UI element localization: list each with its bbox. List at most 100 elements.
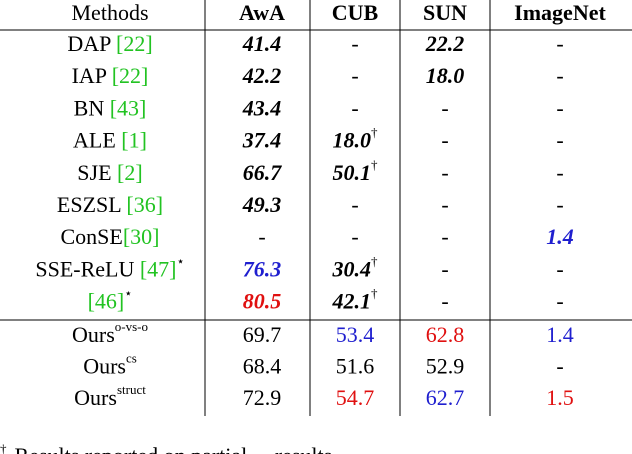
value-cell: - [556,95,563,120]
value-cell: - [556,256,563,281]
value-cell: 1.4 [546,224,574,249]
value: 66.7 [243,160,283,185]
value-cell: - [441,128,448,153]
superscript: cs [126,350,137,365]
citation: [22] [116,31,153,56]
value: 41.4 [242,31,282,56]
value: - [556,192,563,217]
value-cell: - [441,95,448,120]
value: - [556,95,563,120]
value: 18.0 [333,128,372,153]
value: 62.8 [426,322,465,347]
method-name: ConSE [60,224,122,249]
value-cell: - [351,63,358,88]
value-cell: 18.0† [333,125,379,153]
value-cell: - [441,224,448,249]
value: 62.7 [426,385,465,410]
method-name: Ours [74,385,117,410]
value: 50.1 [333,160,372,185]
value-cell: 37.4 [242,128,282,153]
value: - [351,31,358,56]
value: 1.5 [546,385,574,410]
method-cell: BN [43] [74,95,147,120]
method-name: Ours [83,354,126,379]
value-cell: - [556,192,563,217]
value: - [441,128,448,153]
value-cell: - [441,192,448,217]
value: 43.4 [242,95,282,120]
value-cell: 66.7 [243,160,283,185]
superscript: o-vs-o [115,319,148,334]
value-cell: - [258,224,265,249]
footnote-text: Results reported on partial ... results [15,443,333,454]
value: - [556,354,563,379]
value: 54.7 [336,385,375,410]
footnote: † Results reported on partial ... results [0,441,332,454]
value-cell: 42.2 [242,63,282,88]
value: - [556,160,563,185]
value-cell: 62.7 [426,385,465,410]
value-cell: 76.3 [243,256,282,281]
value-cell: 30.4† [332,253,379,281]
value: 69.7 [243,322,282,347]
value: 37.4 [242,128,282,153]
dagger: † [371,253,378,268]
method-name: ALE [73,128,121,153]
method-name: SJE [77,160,117,185]
value: 42.2 [242,63,282,88]
value-cell: 18.0 [426,63,465,88]
superscript: ⋆ [124,286,132,301]
method-cell: ConSE[30] [60,224,159,249]
value-cell: 68.4 [243,354,282,379]
value-cell: - [351,192,358,217]
column-header: Methods [72,0,149,25]
value-cell: 62.8 [426,322,465,347]
value-cell: - [351,95,358,120]
method-name: DAP [67,31,116,56]
citation: [2] [117,160,143,185]
value-cell: 41.4 [242,31,282,56]
column-header: SUN [423,0,467,25]
column-header: CUB [332,0,379,25]
method-cell: Ourscs [83,350,137,378]
value-cell: - [556,31,563,56]
value-cell: - [441,160,448,185]
value: - [556,31,563,56]
value-cell: 72.9 [243,385,282,410]
method-cell: SJE [2] [77,160,142,185]
citation: [30] [123,224,160,249]
value: 1.4 [546,322,574,347]
value-cell: 50.1† [333,157,379,185]
value: 22.2 [425,31,465,56]
value: - [351,224,358,249]
value-cell: - [556,289,563,314]
value: - [556,63,563,88]
value-cell: 1.5 [546,385,574,410]
superscript: struct [117,382,146,397]
citation: [43] [110,95,147,120]
value-cell: - [556,354,563,379]
value: - [441,289,448,314]
citation: [47] [140,256,177,281]
value: - [441,95,448,120]
value: - [351,63,358,88]
value-cell: - [556,128,563,153]
citation: [36] [126,192,163,217]
value: 30.4 [332,256,372,281]
dagger: † [371,286,378,301]
method-cell: SSE-ReLU [47]⋆ [35,253,184,281]
method-cell: ESZSL [36] [57,192,163,217]
value: 18.0 [426,63,465,88]
value-cell: - [441,256,448,281]
value-cell: 80.5 [243,289,282,314]
footnote-mark: † [0,441,7,454]
value-cell: - [351,224,358,249]
value: - [556,128,563,153]
value-cell: 51.6 [336,354,375,379]
value: 49.3 [242,192,282,217]
value-cell: 53.4 [336,322,375,347]
method-cell: IAP [22] [72,63,149,88]
value-cell: - [351,31,358,56]
value: - [441,192,448,217]
